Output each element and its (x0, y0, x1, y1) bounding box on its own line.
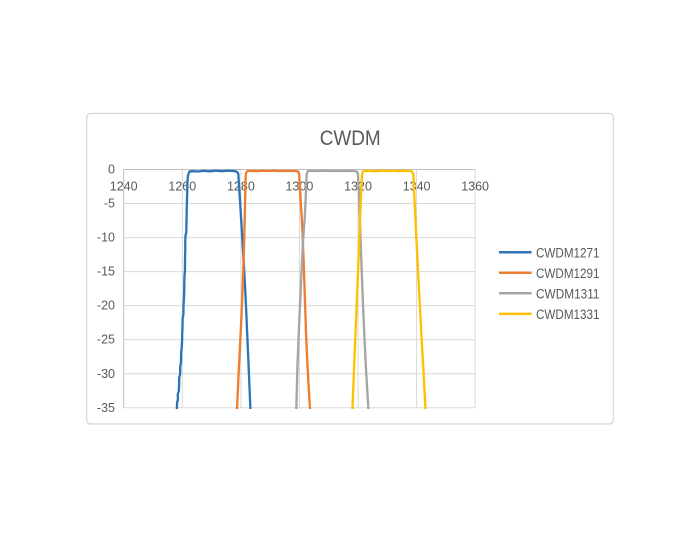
svg-text:0: 0 (108, 163, 115, 177)
svg-text:-5: -5 (104, 197, 115, 211)
svg-text:-25: -25 (97, 333, 115, 347)
svg-text:-20: -20 (97, 299, 115, 313)
svg-text:1260: 1260 (168, 180, 196, 194)
svg-text:CWDM: CWDM (320, 127, 381, 150)
svg-text:1240: 1240 (110, 180, 138, 194)
svg-text:1340: 1340 (403, 180, 431, 194)
svg-text:-35: -35 (97, 401, 115, 415)
svg-text:CWDM1291: CWDM1291 (536, 266, 600, 281)
svg-text:1360: 1360 (461, 180, 489, 194)
svg-text:-30: -30 (97, 367, 115, 381)
svg-text:-15: -15 (97, 265, 115, 279)
svg-text:CWDM1331: CWDM1331 (536, 307, 600, 322)
svg-text:CWDM1271: CWDM1271 (536, 245, 600, 260)
svg-text:-10: -10 (97, 231, 115, 245)
svg-text:1280: 1280 (227, 180, 255, 194)
svg-text:CWDM1311: CWDM1311 (536, 286, 600, 301)
